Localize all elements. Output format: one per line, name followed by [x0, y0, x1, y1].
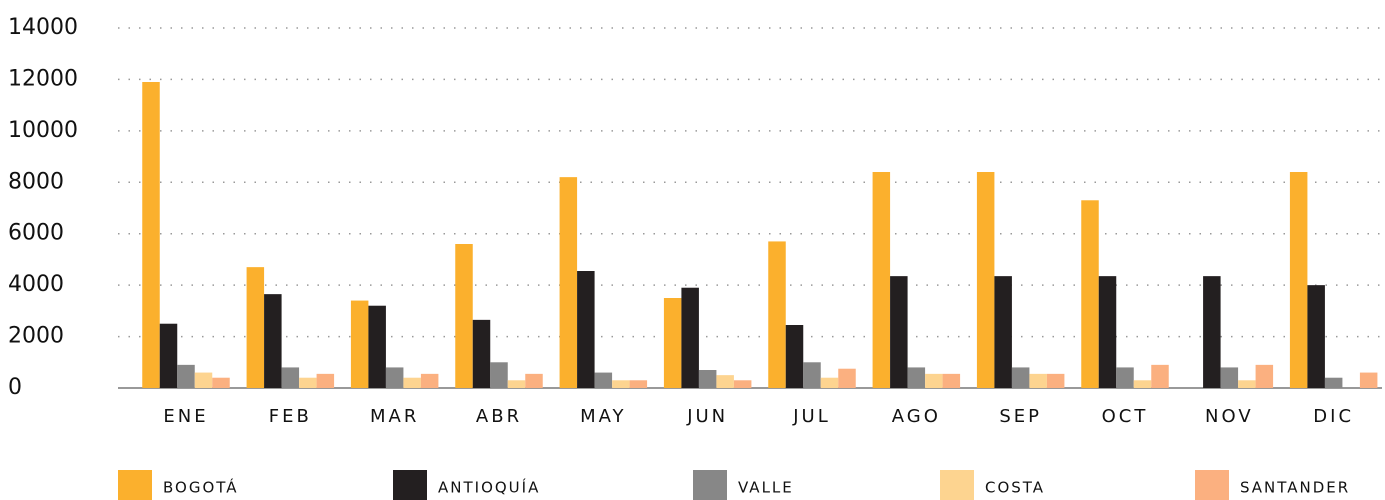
bar: [159, 323, 178, 388]
bar: [1029, 373, 1047, 388]
bar: [942, 373, 961, 388]
bar: [629, 380, 648, 388]
x-tick-label: FEB: [269, 406, 312, 427]
x-tick-label: ABR: [476, 406, 522, 427]
bar: [1203, 276, 1221, 388]
bar: [1307, 285, 1325, 388]
bar: [1238, 380, 1256, 388]
legend-swatch: [693, 470, 727, 500]
legend-label: COSTA: [985, 479, 1045, 497]
bar: [838, 368, 856, 388]
x-tick-label: JUL: [792, 406, 831, 427]
bar: [925, 373, 943, 388]
bar: [976, 172, 995, 388]
bar: [890, 276, 908, 388]
bar: [385, 367, 404, 388]
bar: [316, 373, 335, 388]
bar: [803, 362, 821, 388]
bar: [1098, 276, 1117, 388]
bar: [577, 271, 595, 388]
y-tick-label: 2000: [8, 324, 64, 349]
bar: [716, 375, 734, 388]
bar: [264, 294, 282, 388]
bar: [698, 370, 717, 388]
legend-label: ANTIOQUÍA: [438, 478, 540, 497]
bar: [490, 362, 508, 388]
bar: [681, 287, 699, 388]
bar: [1359, 372, 1378, 388]
x-tick-label: MAY: [580, 406, 626, 427]
bar: [612, 380, 630, 388]
legend-label: SANTANDER: [1240, 479, 1350, 497]
bar: [1116, 367, 1134, 388]
x-tick-label: NOV: [1205, 406, 1254, 427]
y-tick-label: 12000: [8, 66, 78, 91]
x-tick-label: OCT: [1102, 406, 1149, 427]
bar: [820, 377, 839, 388]
bar: [1255, 364, 1274, 388]
x-tick-label: SEP: [999, 406, 1042, 427]
y-tick-label: 14000: [8, 15, 78, 40]
bar: [994, 276, 1012, 388]
y-tick-label: 0: [8, 375, 22, 400]
bar: [594, 372, 613, 388]
bar: [559, 177, 578, 388]
x-tick-label: AGO: [892, 406, 941, 427]
y-tick-label: 6000: [8, 221, 64, 246]
bar: [1324, 377, 1343, 388]
legend-label: VALLE: [738, 479, 794, 497]
legend-swatch: [393, 470, 427, 500]
bar: [1011, 367, 1030, 388]
bar: [1289, 172, 1308, 388]
bar: [785, 325, 804, 388]
bar: [299, 377, 317, 388]
bar: [507, 380, 526, 388]
x-tick-label: MAR: [370, 406, 419, 427]
bar: [194, 372, 213, 388]
y-tick-label: 4000: [8, 272, 64, 297]
x-tick-label: ENE: [163, 406, 208, 427]
bar: [1081, 200, 1099, 388]
legend-swatch: [940, 470, 974, 500]
legend-label: BOGOTÁ: [163, 478, 239, 497]
y-tick-label: 8000: [8, 169, 64, 194]
bar: [212, 377, 230, 388]
bar: [663, 298, 682, 388]
bar: [1046, 373, 1065, 388]
bar: [872, 172, 891, 388]
bar: [420, 373, 439, 388]
x-tick-label: DIC: [1313, 406, 1354, 427]
bar: [1151, 364, 1169, 388]
bar: [525, 373, 543, 388]
bar: [368, 305, 386, 388]
bar: [246, 267, 265, 388]
bar: [472, 319, 491, 388]
bar: [281, 367, 300, 388]
x-tick-label: JUN: [686, 406, 728, 427]
bar: [455, 244, 473, 388]
bar: [1220, 367, 1239, 388]
bar: [142, 82, 160, 388]
bar: [350, 300, 369, 388]
legend-swatch: [118, 470, 152, 500]
bar: [403, 377, 421, 388]
bar: [733, 380, 752, 388]
bar: [907, 367, 926, 388]
y-tick-label: 10000: [8, 118, 78, 143]
bar: [1133, 380, 1152, 388]
bar: [768, 241, 786, 388]
legend-swatch: [1195, 470, 1229, 500]
bar: [177, 364, 195, 388]
